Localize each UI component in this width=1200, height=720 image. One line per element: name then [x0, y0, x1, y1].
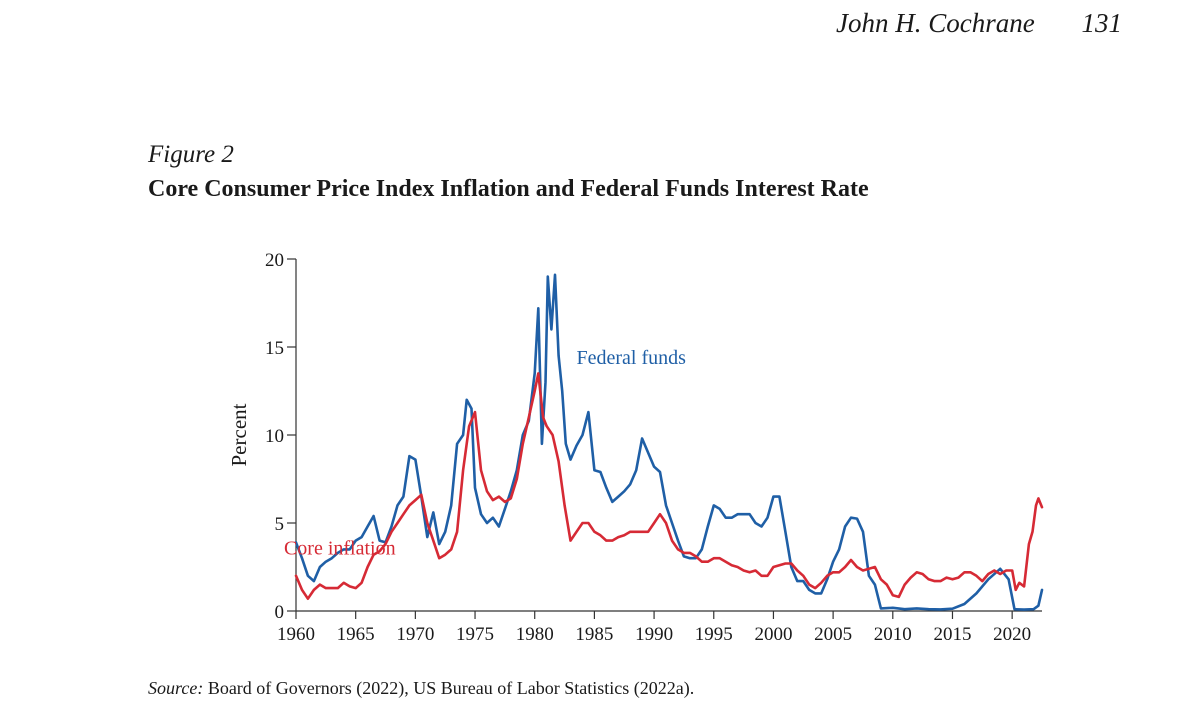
y-tick-label: 10 — [265, 426, 284, 447]
series-line-core-inflation — [294, 372, 1044, 600]
x-tick-label: 2015 — [933, 624, 971, 645]
source-label: Source: — [148, 678, 204, 698]
y-tick-label: 5 — [275, 514, 285, 535]
author-name: John H. Cochrane — [836, 8, 1035, 38]
y-tick-label: 0 — [275, 602, 285, 623]
x-tick-label: 1960 — [277, 624, 315, 645]
page-number: 131 — [1081, 8, 1123, 38]
chart-series — [294, 273, 1044, 611]
x-tick-label: 1970 — [396, 624, 434, 645]
source-text: Board of Governors (2022), US Bureau of … — [203, 678, 695, 698]
x-tick-label: 2020 — [993, 624, 1031, 645]
series-line-federal-funds — [294, 273, 1044, 611]
x-tick-label: 1990 — [635, 624, 673, 645]
figure-label: Figure 2 — [148, 141, 234, 168]
series-label-federal-funds: Federal funds — [577, 347, 687, 369]
y-tick-label: 20 — [265, 250, 284, 271]
x-tick-label: 1995 — [695, 624, 733, 645]
x-tick-label: 1985 — [575, 624, 613, 645]
figure-title: Core Consumer Price Index Inflation and … — [148, 176, 869, 202]
x-tick-label: 2005 — [814, 624, 852, 645]
x-tick-label: 1965 — [337, 624, 375, 645]
x-tick-label: 2010 — [874, 624, 912, 645]
source-note: Source: Board of Governors (2022), US Bu… — [148, 678, 694, 699]
y-tick-label: 15 — [265, 338, 284, 359]
running-head: John H. Cochrane 131 — [836, 8, 1122, 39]
y-axis-title: Percent — [227, 403, 251, 466]
x-tick-label: 1975 — [456, 624, 494, 645]
x-tick-label: 2000 — [754, 624, 792, 645]
chart-labels: Percent Federal funds Core inflation — [227, 347, 686, 560]
chart-axes: 0 5 10 15 20 1960 1965 1970 1975 1980 1985 1990 1995… — [265, 250, 1042, 645]
x-tick-label: 1980 — [516, 624, 554, 645]
series-label-core-inflation: Core inflation — [284, 538, 396, 560]
